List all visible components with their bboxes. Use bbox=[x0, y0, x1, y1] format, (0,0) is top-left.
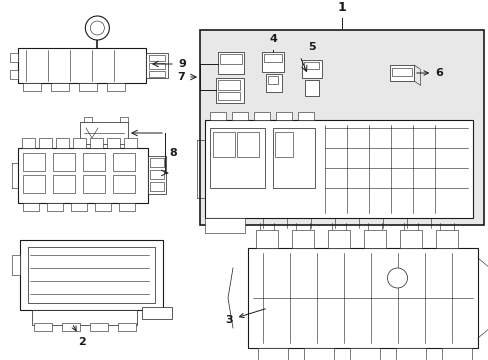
Bar bbox=[23, 153, 45, 171]
Bar bbox=[79, 83, 97, 91]
Text: 2: 2 bbox=[72, 325, 86, 347]
Bar bbox=[297, 112, 313, 120]
Bar bbox=[441, 348, 471, 360]
Bar bbox=[274, 132, 292, 157]
Bar bbox=[220, 54, 242, 64]
Text: 7: 7 bbox=[177, 72, 184, 82]
Bar bbox=[90, 138, 103, 148]
Bar bbox=[327, 230, 349, 248]
Bar bbox=[204, 120, 472, 218]
Text: 5: 5 bbox=[307, 42, 315, 52]
Bar bbox=[149, 63, 164, 69]
Bar bbox=[10, 70, 18, 79]
Bar bbox=[218, 92, 240, 100]
Bar bbox=[218, 80, 240, 90]
Bar bbox=[291, 230, 313, 248]
Bar bbox=[247, 248, 477, 348]
Bar bbox=[28, 247, 155, 303]
Circle shape bbox=[90, 21, 104, 35]
Bar bbox=[62, 323, 80, 331]
Bar bbox=[150, 170, 163, 179]
Text: 6: 6 bbox=[416, 68, 442, 78]
Bar bbox=[209, 112, 225, 120]
Bar bbox=[264, 54, 282, 62]
Bar bbox=[304, 348, 333, 360]
Bar bbox=[267, 76, 278, 84]
Bar bbox=[304, 62, 318, 69]
Circle shape bbox=[85, 16, 109, 40]
Bar bbox=[302, 60, 321, 78]
Bar bbox=[73, 138, 86, 148]
Bar bbox=[200, 30, 483, 225]
Bar bbox=[107, 138, 120, 148]
Text: 3: 3 bbox=[225, 309, 265, 325]
Bar bbox=[32, 310, 137, 325]
Bar bbox=[39, 138, 52, 148]
Bar bbox=[262, 52, 284, 72]
Bar bbox=[71, 203, 87, 211]
Bar bbox=[391, 68, 411, 76]
Bar bbox=[84, 117, 92, 122]
Bar bbox=[209, 128, 264, 188]
Text: 9: 9 bbox=[178, 59, 185, 69]
Bar bbox=[149, 71, 164, 77]
Bar bbox=[23, 83, 41, 91]
Bar bbox=[51, 83, 69, 91]
Bar bbox=[305, 80, 318, 96]
Bar bbox=[23, 175, 45, 193]
Bar bbox=[56, 138, 69, 148]
Bar bbox=[237, 132, 259, 157]
Text: 1: 1 bbox=[337, 1, 346, 14]
Bar bbox=[253, 112, 269, 120]
Bar bbox=[395, 348, 425, 360]
Bar bbox=[142, 307, 172, 319]
Bar bbox=[118, 323, 136, 331]
Bar bbox=[399, 230, 421, 248]
Bar bbox=[389, 65, 413, 81]
Bar bbox=[47, 203, 63, 211]
Bar bbox=[216, 78, 244, 103]
Bar bbox=[83, 175, 105, 193]
Bar bbox=[265, 74, 282, 92]
Bar bbox=[275, 112, 291, 120]
Bar bbox=[53, 153, 75, 171]
Bar bbox=[12, 255, 20, 275]
Bar bbox=[83, 153, 105, 171]
Bar bbox=[23, 203, 39, 211]
Bar bbox=[349, 348, 379, 360]
Bar bbox=[148, 156, 165, 194]
Bar bbox=[272, 128, 314, 188]
Text: 8: 8 bbox=[169, 148, 176, 158]
Bar bbox=[10, 53, 18, 62]
Bar bbox=[119, 203, 135, 211]
Bar bbox=[256, 230, 278, 248]
Bar bbox=[80, 122, 128, 144]
Bar bbox=[95, 203, 111, 211]
Bar bbox=[146, 53, 168, 78]
Bar bbox=[113, 153, 135, 171]
Bar bbox=[22, 138, 35, 148]
Bar bbox=[90, 323, 108, 331]
Bar bbox=[34, 323, 52, 331]
Bar bbox=[18, 148, 148, 203]
Bar bbox=[218, 52, 244, 74]
Bar bbox=[120, 117, 128, 122]
Bar bbox=[18, 48, 146, 83]
Bar bbox=[258, 348, 287, 360]
Bar bbox=[20, 240, 163, 310]
Bar bbox=[149, 55, 164, 61]
Bar bbox=[113, 175, 135, 193]
Circle shape bbox=[386, 268, 407, 288]
Bar bbox=[363, 230, 385, 248]
Bar bbox=[204, 218, 244, 233]
Bar bbox=[107, 83, 125, 91]
Bar bbox=[150, 158, 163, 167]
Bar bbox=[150, 182, 163, 191]
Bar bbox=[53, 175, 75, 193]
Text: 4: 4 bbox=[268, 34, 276, 44]
Bar bbox=[124, 138, 137, 148]
Bar bbox=[213, 132, 235, 157]
Bar bbox=[231, 112, 247, 120]
Bar bbox=[435, 230, 457, 248]
